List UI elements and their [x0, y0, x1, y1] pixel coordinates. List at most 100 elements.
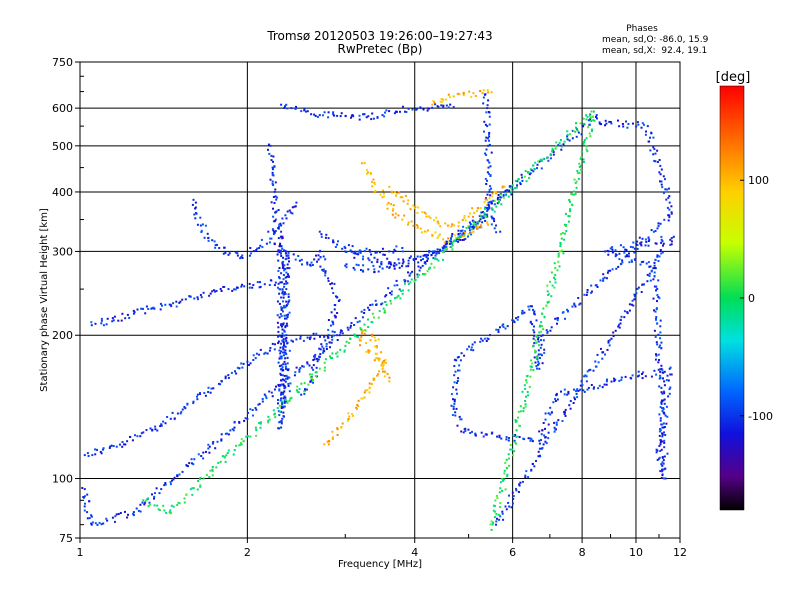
data-point — [417, 265, 420, 268]
data-point — [339, 348, 342, 351]
data-point — [386, 203, 389, 206]
data-point — [394, 250, 397, 253]
data-point — [668, 201, 671, 204]
data-point — [606, 378, 608, 381]
data-point — [517, 491, 520, 493]
data-point — [554, 428, 557, 431]
data-point — [220, 290, 223, 292]
data-point — [519, 183, 522, 186]
chart-subtitle: RwPretec (Bp) — [338, 42, 423, 56]
data-point — [280, 374, 283, 376]
data-point — [170, 305, 173, 308]
data-point — [636, 240, 639, 243]
data-point — [591, 290, 593, 293]
data-point — [474, 433, 477, 436]
data-point — [607, 269, 610, 272]
data-point — [186, 403, 189, 406]
data-point — [386, 257, 389, 260]
data-point — [280, 230, 283, 233]
data-point — [579, 384, 582, 387]
data-point — [416, 211, 419, 214]
data-point — [157, 508, 160, 511]
data-point — [636, 288, 639, 290]
data-point — [233, 288, 235, 291]
data-point — [462, 431, 465, 434]
data-point — [516, 318, 519, 321]
data-point — [152, 306, 155, 309]
data-point — [450, 393, 453, 396]
data-point — [589, 135, 592, 138]
data-point — [313, 113, 316, 116]
data-point — [269, 347, 272, 349]
data-point — [283, 285, 286, 288]
data-point — [472, 221, 475, 224]
data-point — [418, 269, 421, 272]
data-point — [183, 406, 186, 408]
data-point — [276, 300, 279, 303]
data-point — [360, 162, 363, 165]
data-point — [286, 302, 289, 305]
data-point — [200, 229, 203, 232]
data-point — [318, 230, 321, 233]
data-point — [282, 393, 284, 395]
data-point — [542, 339, 545, 342]
data-point — [159, 425, 162, 428]
data-point — [630, 377, 633, 380]
data-point — [272, 207, 274, 210]
data-point — [550, 271, 553, 274]
data-point — [490, 215, 493, 218]
data-point — [464, 427, 467, 430]
data-point — [224, 432, 227, 435]
data-point — [489, 523, 492, 526]
data-point — [497, 330, 500, 333]
data-point — [662, 422, 665, 425]
data-point — [500, 193, 503, 196]
data-point — [227, 288, 230, 291]
data-point — [456, 92, 459, 95]
data-point — [504, 505, 507, 508]
data-point — [441, 246, 444, 249]
data-point — [139, 435, 142, 438]
data-point — [268, 418, 271, 421]
data-point — [663, 398, 666, 401]
data-point — [659, 331, 662, 334]
data-point — [330, 357, 332, 359]
data-point — [333, 334, 335, 337]
data-point — [663, 218, 666, 221]
data-point — [365, 342, 368, 344]
data-point — [139, 503, 142, 506]
data-point — [460, 418, 463, 421]
data-point — [521, 480, 524, 483]
data-point — [282, 411, 285, 414]
data-point — [488, 201, 491, 204]
data-point — [560, 237, 563, 240]
data-point — [391, 209, 394, 212]
data-point — [461, 239, 464, 241]
data-point — [123, 443, 125, 446]
data-point — [564, 414, 567, 417]
data-point — [535, 365, 538, 368]
data-point — [608, 339, 611, 342]
data-point — [284, 293, 287, 295]
data-point — [368, 259, 371, 262]
data-point — [540, 321, 543, 324]
data-point — [254, 426, 257, 429]
data-point — [661, 407, 663, 409]
data-point — [445, 98, 448, 101]
data-point — [551, 150, 554, 153]
data-point — [533, 342, 536, 345]
data-point — [540, 330, 543, 333]
data-point — [102, 324, 105, 327]
data-point — [282, 306, 285, 309]
data-point — [445, 247, 448, 250]
data-point — [672, 235, 675, 238]
data-point — [205, 474, 208, 476]
data-point — [259, 244, 262, 247]
data-point — [532, 329, 535, 332]
data-point — [365, 116, 368, 119]
data-point — [590, 120, 593, 122]
data-point — [318, 114, 321, 117]
data-point — [458, 364, 461, 367]
data-point — [413, 207, 416, 210]
data-point — [580, 380, 583, 383]
